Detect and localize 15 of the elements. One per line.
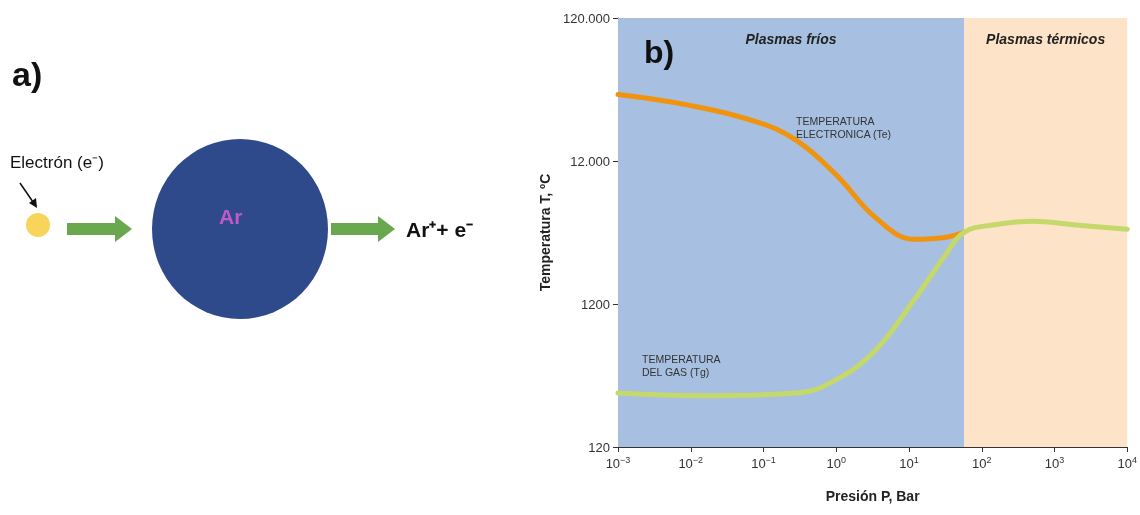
y-axis-title: Temperatura T, ºC [537,173,554,292]
y-tick-label: 120.000 [563,10,610,26]
text: Electrón (e⁻) [10,152,104,173]
text: Ar [219,205,243,229]
x-axis-title: Presión P, Bar [825,488,921,504]
y-tick-label: 1200 [581,296,610,312]
band-label: Plasmas térmicos [986,31,1106,47]
band-label: Plasmas fríos [745,31,837,47]
annotation: TEMPERATURA DEL GAS (Tg) [642,352,721,378]
y-tick-label: 120 [588,439,610,455]
text: a) [12,55,43,94]
y-tick-label: 12.000 [570,153,610,169]
annotation: b) [644,34,675,70]
text: Ar⁺+ e⁻ [406,217,474,243]
annotation: TEMPERATURA ELECTRONICA (Te) [796,114,892,140]
